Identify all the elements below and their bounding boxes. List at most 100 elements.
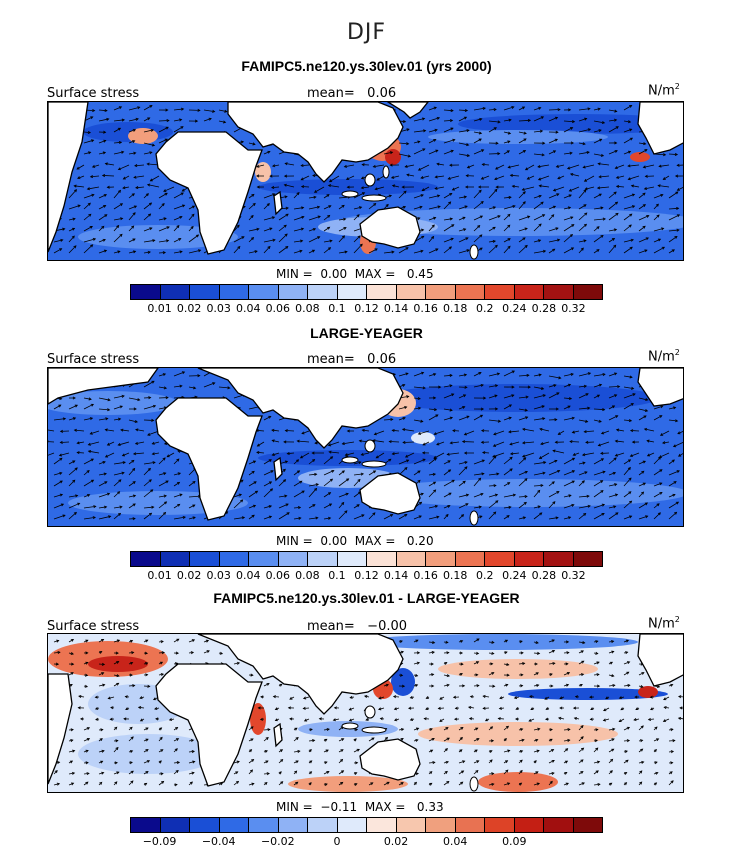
wind-vector — [608, 238, 615, 243]
wind-vector — [391, 175, 400, 179]
wind-vector-head — [554, 418, 558, 422]
wind-vector — [443, 393, 454, 399]
wind-vector — [233, 494, 242, 498]
wind-vector-head — [446, 452, 450, 456]
wind-vector-head — [88, 397, 92, 401]
wind-vector-head — [542, 417, 546, 421]
wind-vector-head — [580, 247, 584, 251]
wind-vector-head — [208, 117, 212, 121]
wind-vector — [503, 140, 510, 144]
wind-vector — [248, 460, 256, 465]
wind-vector-head — [400, 782, 404, 785]
wind-vector — [53, 651, 60, 654]
wind-vector-head — [581, 747, 585, 751]
wind-vector-head — [469, 695, 474, 699]
wind-vector-head — [161, 203, 165, 207]
wind-vector — [533, 484, 543, 487]
wind-vector — [548, 760, 555, 764]
wind-vector — [113, 127, 121, 133]
wind-vector-head — [328, 503, 333, 507]
wind-vector-head — [144, 651, 149, 655]
panel-1-title: FAMIPC5.ne120.ys.30lev.01 (yrs 2000) — [241, 58, 492, 74]
wind-vector-head — [354, 783, 358, 786]
wind-vector — [518, 471, 528, 476]
wind-vector-head — [401, 684, 406, 688]
wind-vector — [503, 417, 512, 421]
wind-vector-head — [580, 650, 585, 654]
colorbar-swatch — [573, 285, 602, 299]
wind-vector-head — [241, 236, 245, 240]
wind-vector-head — [76, 441, 80, 445]
wind-vector-head — [256, 164, 260, 168]
wind-vector — [608, 728, 615, 731]
wind-vector-head — [624, 772, 628, 775]
wind-vector-head — [149, 227, 153, 231]
wind-vector-head — [72, 396, 76, 400]
wind-vector — [272, 452, 280, 456]
colorbar-tick-label: −0.02 — [260, 835, 295, 848]
wind-vector — [345, 452, 355, 456]
wind-vector-head — [615, 512, 619, 516]
wind-vector-head — [436, 116, 441, 120]
wind-vector-head — [523, 457, 527, 461]
colorbar-swatch — [396, 285, 426, 299]
wind-vector-head — [240, 479, 244, 483]
wind-vector-head — [542, 249, 547, 253]
wind-vector-head — [151, 452, 155, 456]
wind-vector — [383, 151, 393, 155]
wind-vector — [578, 240, 587, 243]
wind-vector-head — [406, 395, 410, 399]
wind-vector-head — [511, 370, 516, 374]
wind-vector-head — [120, 217, 124, 221]
wind-vector — [68, 467, 78, 476]
wind-vector — [338, 770, 344, 775]
wind-vector-head — [401, 428, 406, 432]
wind-vector-head — [639, 770, 643, 774]
wind-vector — [68, 404, 78, 410]
wind-vector-head — [497, 717, 501, 721]
wind-vector-head — [567, 108, 572, 112]
wind-vector-head — [284, 429, 288, 433]
wind-vector-head — [179, 384, 183, 388]
wind-vector — [68, 479, 76, 487]
wind-vector-head — [504, 651, 508, 655]
wind-vector — [473, 107, 486, 111]
wind-vector — [533, 201, 544, 210]
wind-vector-head — [399, 640, 403, 644]
wind-vector-head — [641, 470, 645, 474]
wind-vector — [537, 164, 550, 168]
wind-vector-head — [72, 749, 76, 753]
wind-vector — [518, 457, 526, 465]
wind-vector — [158, 472, 166, 476]
wind-vector — [314, 186, 325, 193]
wind-vector — [668, 494, 676, 498]
wind-vector-head — [570, 141, 575, 145]
wind-vector-head — [165, 108, 169, 112]
wind-vector-head — [641, 760, 645, 764]
wind-vector — [623, 393, 636, 399]
wind-vector-head — [484, 718, 489, 722]
wind-vector-head — [646, 453, 651, 457]
wind-vector-head — [519, 769, 523, 773]
wind-vector-head — [108, 515, 112, 519]
wind-vector-head — [657, 512, 661, 516]
wind-vector-head — [315, 516, 319, 520]
wind-vector-head — [145, 738, 149, 742]
wind-vector-head — [294, 727, 298, 731]
wind-vector-head — [102, 151, 107, 155]
wind-vector-head — [492, 239, 497, 243]
wind-vector — [113, 479, 122, 487]
wind-vector-head — [235, 771, 239, 775]
wind-vector — [533, 750, 540, 753]
wind-vector-head — [312, 504, 316, 507]
wind-vector-head — [132, 250, 137, 254]
wind-vector-head — [404, 164, 408, 168]
wind-vector-head — [571, 457, 576, 461]
wind-vector — [473, 738, 480, 742]
wind-vector-head — [554, 440, 558, 444]
wind-vector — [128, 503, 136, 509]
wind-vector-head — [312, 227, 317, 231]
wind-vector-head — [356, 214, 360, 218]
wind-vector — [102, 175, 115, 177]
colorbar-tick-label: 0.02 — [176, 302, 202, 315]
